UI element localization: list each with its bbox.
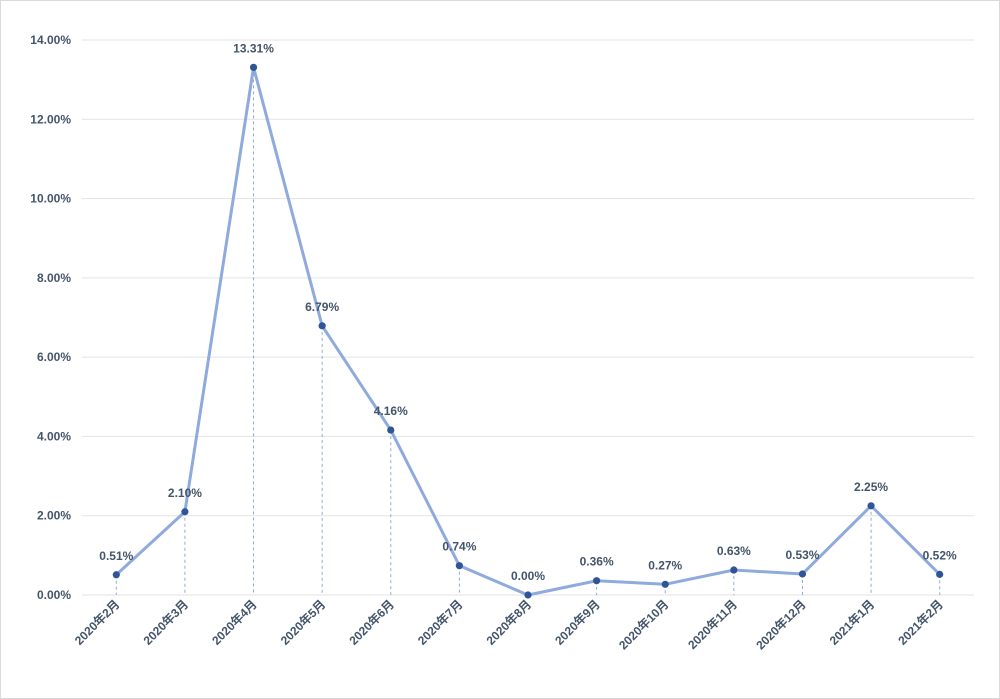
data-label: 0.53% bbox=[785, 548, 819, 562]
data-label: 0.51% bbox=[99, 549, 133, 563]
x-tick-label: 2020年9月 bbox=[552, 597, 603, 648]
data-label: 0.36% bbox=[580, 555, 614, 569]
x-tick-label: 2020年3月 bbox=[140, 597, 191, 648]
data-label: 13.31% bbox=[233, 41, 274, 55]
data-point bbox=[661, 580, 669, 588]
data-point bbox=[318, 322, 326, 330]
y-tick-label: 8.00% bbox=[37, 271, 71, 285]
data-point bbox=[181, 508, 189, 516]
x-tick-label: 2020年10月 bbox=[615, 597, 671, 653]
x-tick-label: 2020年2月 bbox=[71, 597, 122, 648]
data-label: 0.52% bbox=[923, 548, 957, 562]
y-tick-label: 14.00% bbox=[30, 33, 71, 47]
data-label: 6.79% bbox=[305, 300, 339, 314]
y-tick-label: 2.00% bbox=[37, 509, 71, 523]
data-label: 0.27% bbox=[648, 558, 682, 572]
data-labels: 0.51% 2.10% 13.31% 6.79% 4.16% 0.74% 0.00% 0.36… bbox=[99, 41, 957, 583]
data-point bbox=[593, 577, 601, 585]
x-tick-label: 2020年4月 bbox=[208, 597, 259, 648]
data-point bbox=[936, 570, 944, 578]
x-tick-label: 2020年7月 bbox=[414, 597, 465, 648]
x-tick-label: 2020年12月 bbox=[753, 597, 809, 653]
data-label: 4.16% bbox=[374, 404, 408, 418]
data-point bbox=[867, 502, 875, 510]
drop-lines bbox=[115, 67, 941, 595]
data-points bbox=[112, 63, 944, 599]
data-point bbox=[387, 426, 395, 434]
data-label: 2.25% bbox=[854, 480, 888, 494]
y-tick-label: 6.00% bbox=[37, 350, 71, 364]
data-label: 0.74% bbox=[442, 540, 476, 554]
y-tick-label: 10.00% bbox=[30, 192, 71, 206]
x-axis-ticks: 2020年2月 2020年3月 2020年4月 2020年5月 2020年6月 2020年… bbox=[71, 597, 946, 653]
x-tick-label: 2020年5月 bbox=[277, 597, 328, 648]
y-tick-label: 0.00% bbox=[37, 588, 71, 602]
data-label: 0.63% bbox=[717, 544, 751, 558]
x-tick-label: 2020年11月 bbox=[685, 597, 740, 652]
data-point bbox=[730, 566, 738, 574]
x-tick-label: 2020年8月 bbox=[483, 597, 534, 648]
y-tick-label: 4.00% bbox=[37, 429, 71, 443]
gridlines bbox=[82, 39, 974, 596]
y-tick-label: 12.00% bbox=[30, 112, 71, 126]
data-label: 0.00% bbox=[511, 569, 545, 583]
x-tick-label: 2021年2月 bbox=[895, 597, 946, 648]
y-axis-ticks: 0.00% 2.00% 4.00% 6.00% 8.00% 10.00% 12.00% 14.… bbox=[30, 33, 71, 602]
data-point bbox=[798, 570, 807, 578]
data-point bbox=[112, 571, 120, 579]
data-point bbox=[524, 591, 532, 599]
x-tick-label: 2021年1月 bbox=[826, 597, 877, 648]
x-tick-label: 2020年6月 bbox=[346, 597, 397, 648]
data-label: 2.10% bbox=[168, 486, 202, 500]
data-point bbox=[455, 562, 463, 570]
data-point bbox=[249, 63, 258, 71]
